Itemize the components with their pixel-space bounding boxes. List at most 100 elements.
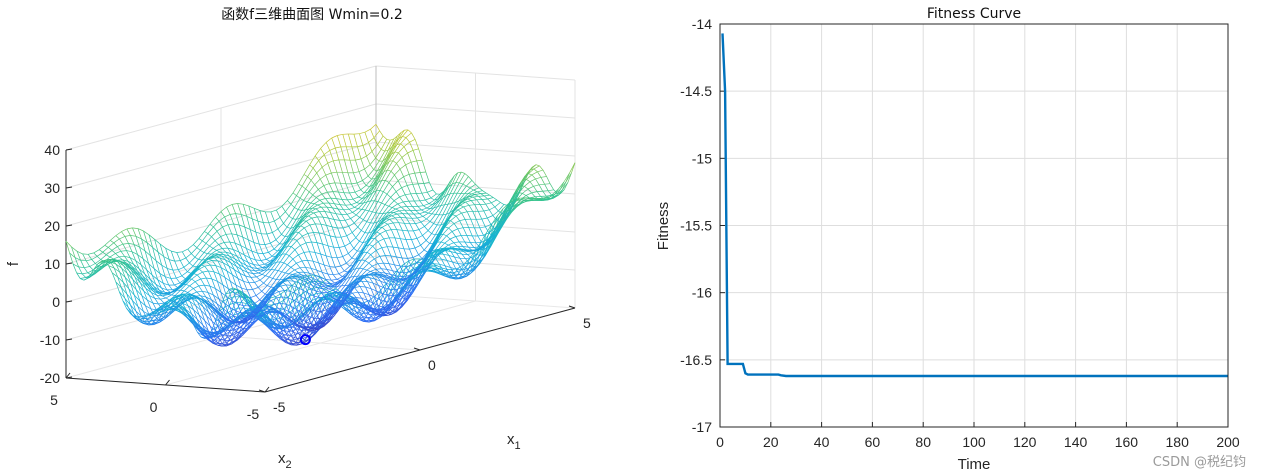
surface-mesh-line bbox=[235, 296, 240, 303]
surface-mesh-line bbox=[106, 254, 111, 258]
surface-mesh-line bbox=[140, 276, 145, 282]
surface-mesh-line bbox=[346, 301, 352, 309]
surface-mesh-line bbox=[236, 321, 241, 331]
surface-mesh-line bbox=[210, 309, 215, 318]
surface-mesh-line bbox=[124, 277, 130, 289]
surface-mesh-line bbox=[206, 315, 213, 322]
surface-mesh-line bbox=[488, 228, 495, 234]
surface-mesh-line bbox=[398, 129, 405, 139]
surface-mesh-line bbox=[144, 281, 149, 288]
surface-mesh-line bbox=[310, 303, 315, 308]
surface-mesh-line bbox=[96, 251, 104, 257]
surface-mesh-line bbox=[461, 211, 468, 214]
surface-mesh-line bbox=[235, 310, 240, 319]
surface-mesh-line bbox=[247, 272, 252, 278]
surface-mesh-line bbox=[194, 256, 199, 260]
surface-mesh-line bbox=[303, 191, 310, 201]
surface-mesh-line bbox=[162, 295, 167, 299]
surface-mesh-line bbox=[357, 291, 364, 294]
surface-mesh-line bbox=[157, 279, 164, 284]
surface-mesh-line bbox=[246, 313, 251, 316]
surface-mesh-line bbox=[535, 176, 542, 180]
surface-mesh-line bbox=[219, 257, 226, 261]
surface-mesh-line bbox=[283, 290, 289, 298]
surface-mesh-line bbox=[139, 300, 144, 312]
surface-mesh-line bbox=[366, 245, 373, 253]
surface-mesh-line bbox=[71, 246, 78, 252]
surface-mesh-line bbox=[71, 246, 76, 258]
surface-mesh-line bbox=[200, 310, 207, 317]
surface-mesh-line bbox=[201, 299, 206, 303]
surface-mesh-line bbox=[185, 273, 192, 280]
surface-mesh-line bbox=[458, 193, 465, 202]
surface-mesh-line bbox=[152, 247, 157, 261]
surface-mesh-line bbox=[102, 265, 107, 268]
surface-mesh-line bbox=[245, 264, 252, 268]
surface-mesh-line bbox=[300, 220, 307, 227]
surface-mesh-line bbox=[135, 310, 140, 320]
surface-mesh-line bbox=[235, 310, 242, 314]
surface-mesh-line bbox=[383, 161, 390, 172]
surface-mesh-line bbox=[337, 256, 343, 259]
surface-mesh-line bbox=[296, 309, 301, 318]
surface-mesh-line bbox=[144, 322, 149, 326]
surface-mesh-line bbox=[400, 238, 406, 240]
surface-mesh-line bbox=[161, 287, 166, 293]
surface-mesh-line bbox=[257, 315, 262, 317]
surface-mesh-line bbox=[218, 254, 222, 257]
surface-mesh-line bbox=[377, 171, 385, 183]
surface-mesh-line bbox=[351, 226, 359, 233]
surface-mesh-line bbox=[141, 315, 146, 323]
surface-mesh-line bbox=[139, 318, 144, 324]
surface-mesh-line bbox=[187, 271, 192, 274]
surface-mesh-line bbox=[537, 169, 544, 173]
surface-mesh-line bbox=[252, 289, 257, 296]
surface-mesh-line bbox=[494, 202, 501, 208]
surface-mesh-line bbox=[404, 222, 410, 225]
surface-mesh-line bbox=[299, 318, 305, 326]
surface-mesh-line bbox=[252, 272, 259, 274]
surface-mesh-line bbox=[292, 254, 299, 260]
surface-mesh-line bbox=[212, 306, 217, 312]
surface-mesh-line bbox=[228, 223, 234, 226]
surface-mesh-line bbox=[225, 251, 232, 254]
surface-mesh-line bbox=[224, 214, 231, 218]
surface-mesh-line bbox=[207, 233, 212, 238]
surface-mesh-line bbox=[101, 261, 106, 267]
surface-mesh-line bbox=[229, 241, 236, 244]
surface-mesh-line bbox=[200, 327, 205, 336]
surface-mesh-line bbox=[377, 213, 384, 223]
surface-mesh-line bbox=[350, 297, 357, 299]
surface-mesh-line bbox=[463, 262, 470, 265]
surface-mesh-line bbox=[297, 200, 304, 210]
surface-mesh-line bbox=[300, 295, 307, 300]
surface-mesh-line bbox=[408, 258, 415, 262]
surface-mesh-line bbox=[311, 285, 317, 292]
surface-mesh-line bbox=[280, 322, 285, 328]
surface-mesh-line bbox=[374, 168, 382, 179]
surface-mesh-line bbox=[443, 253, 449, 256]
surface-mesh-line bbox=[201, 328, 206, 334]
surface-mesh-line bbox=[149, 295, 154, 304]
surface-mesh-line bbox=[309, 308, 316, 312]
surface-mesh-line bbox=[191, 298, 196, 306]
surface-mesh-line bbox=[496, 213, 503, 221]
surface-mesh-line bbox=[256, 267, 263, 269]
surface-mesh-line bbox=[370, 212, 377, 224]
surface-mesh-line bbox=[338, 292, 343, 299]
surface-mesh-line bbox=[339, 291, 345, 299]
surface-mesh-line bbox=[138, 285, 145, 292]
surface-mesh-line bbox=[278, 317, 283, 325]
surface-mesh-line bbox=[89, 266, 94, 271]
surface-mesh-line bbox=[314, 252, 321, 255]
surface-mesh-line bbox=[225, 331, 230, 339]
surface-mesh-line bbox=[435, 205, 442, 215]
surface-mesh-line bbox=[359, 286, 366, 288]
surface-mesh-line bbox=[315, 206, 322, 210]
surface-mesh-line bbox=[281, 338, 286, 343]
surface-mesh-line bbox=[546, 194, 552, 197]
surface-mesh-line bbox=[364, 312, 369, 319]
surface-mesh-line bbox=[198, 259, 203, 261]
surface-mesh-line bbox=[300, 299, 305, 310]
surface-mesh-line bbox=[487, 197, 494, 200]
